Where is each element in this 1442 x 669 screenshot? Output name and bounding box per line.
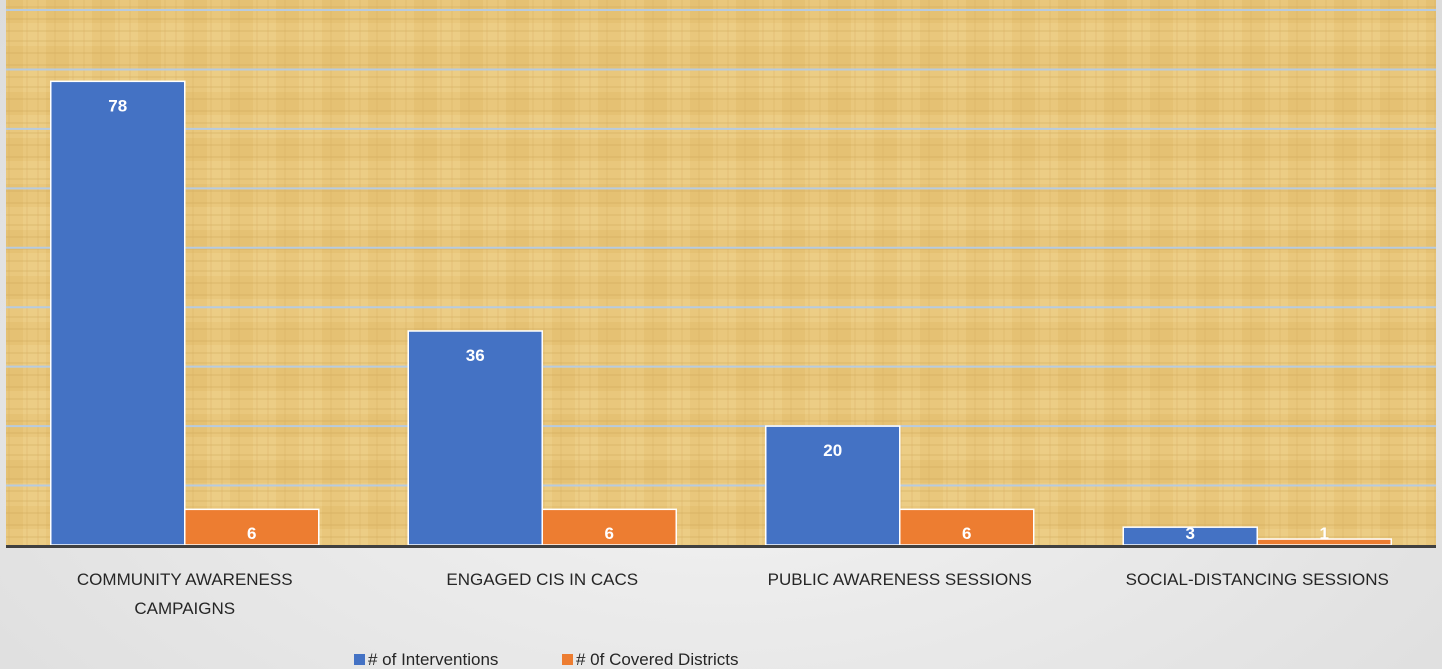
category-label: PUBLIC AWARENESS SESSIONS — [768, 570, 1032, 589]
data-label: 1 — [1320, 524, 1329, 543]
legend-swatch — [562, 654, 573, 665]
category-label: COMMUNITY AWARENESS — [77, 570, 293, 589]
legend-label: # of Interventions — [368, 650, 498, 669]
data-label: 6 — [605, 524, 614, 543]
legend-swatch — [354, 654, 365, 665]
data-label: 6 — [247, 524, 256, 543]
category-label: CAMPAIGNS — [134, 599, 235, 618]
bar-interventions — [50, 80, 186, 546]
legend-label: # 0f Covered Districts — [576, 650, 739, 669]
category-labels: COMMUNITY AWARENESS CAMPAIGNS ENGAGED CIS … — [77, 570, 1389, 618]
category-label: ENGAGED CIS IN CACS — [446, 570, 638, 589]
data-label: 20 — [823, 441, 842, 460]
gridlines — [6, 9, 1436, 487]
data-label: 78 — [108, 96, 127, 115]
plot-background — [6, 0, 1436, 546]
bar-covered-districts — [184, 508, 320, 546]
category-label: SOCIAL-DISTANCING SESSIONS — [1126, 570, 1389, 589]
bars — [50, 80, 1392, 546]
legend: # of Interventions # 0f Covered Districts — [354, 650, 739, 669]
data-label: 3 — [1186, 524, 1195, 543]
data-label: 36 — [466, 346, 485, 365]
data-label: 6 — [962, 524, 971, 543]
